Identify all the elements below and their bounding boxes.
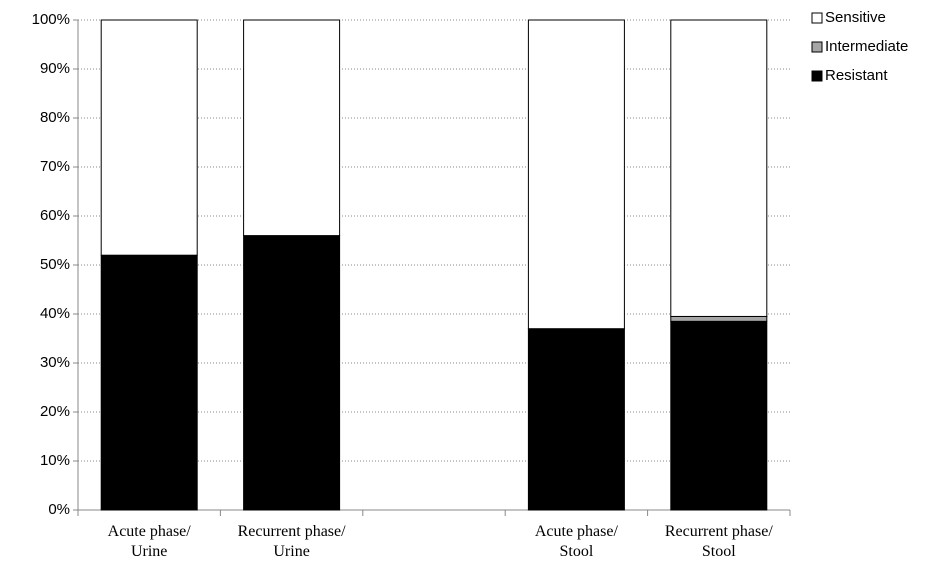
bar-segment [670,320,768,511]
y-tick-label: 90% [40,60,70,77]
x-tick-label: Recurrent phase/ Stool [664,523,773,560]
x-tick-label: Recurrent phase/ Urine [237,523,346,560]
bar-segment [670,315,768,322]
legend-label: Resistant [825,67,888,84]
bar-segment [100,19,198,256]
y-tick-label: 100% [32,11,70,28]
y-tick-label: 20% [40,403,70,420]
bar-segment [100,254,198,511]
bar-segment [243,19,341,237]
y-tick-label: 30% [40,354,70,371]
y-tick-label: 70% [40,158,70,175]
y-tick-label: 0% [48,501,70,518]
bar-segment [527,19,625,330]
y-tick-label: 10% [40,452,70,469]
bar-segment [243,235,341,511]
bar-segment [527,328,625,511]
legend-swatch [811,12,823,24]
x-tick-label: Acute phase/ Stool [534,523,618,560]
bar-segment [670,19,768,317]
y-tick-label: 40% [40,305,70,322]
legend-label: Sensitive [825,9,886,26]
legend-label: Intermediate [825,38,908,55]
y-tick-label: 80% [40,109,70,126]
legend-swatch [811,41,823,53]
y-tick-label: 60% [40,207,70,224]
y-tick-label: 50% [40,256,70,273]
legend-swatch [811,70,823,82]
x-tick-label: Acute phase/ Urine [107,523,191,560]
